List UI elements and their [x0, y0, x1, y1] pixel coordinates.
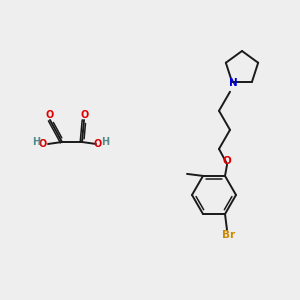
Text: O: O — [81, 110, 89, 120]
Text: O: O — [223, 156, 231, 166]
Text: H: H — [32, 137, 40, 147]
Text: O: O — [46, 110, 54, 120]
Text: N: N — [229, 78, 237, 88]
Text: H: H — [101, 137, 109, 147]
Text: Br: Br — [222, 230, 236, 240]
Text: O: O — [94, 139, 102, 149]
Text: O: O — [39, 139, 47, 149]
